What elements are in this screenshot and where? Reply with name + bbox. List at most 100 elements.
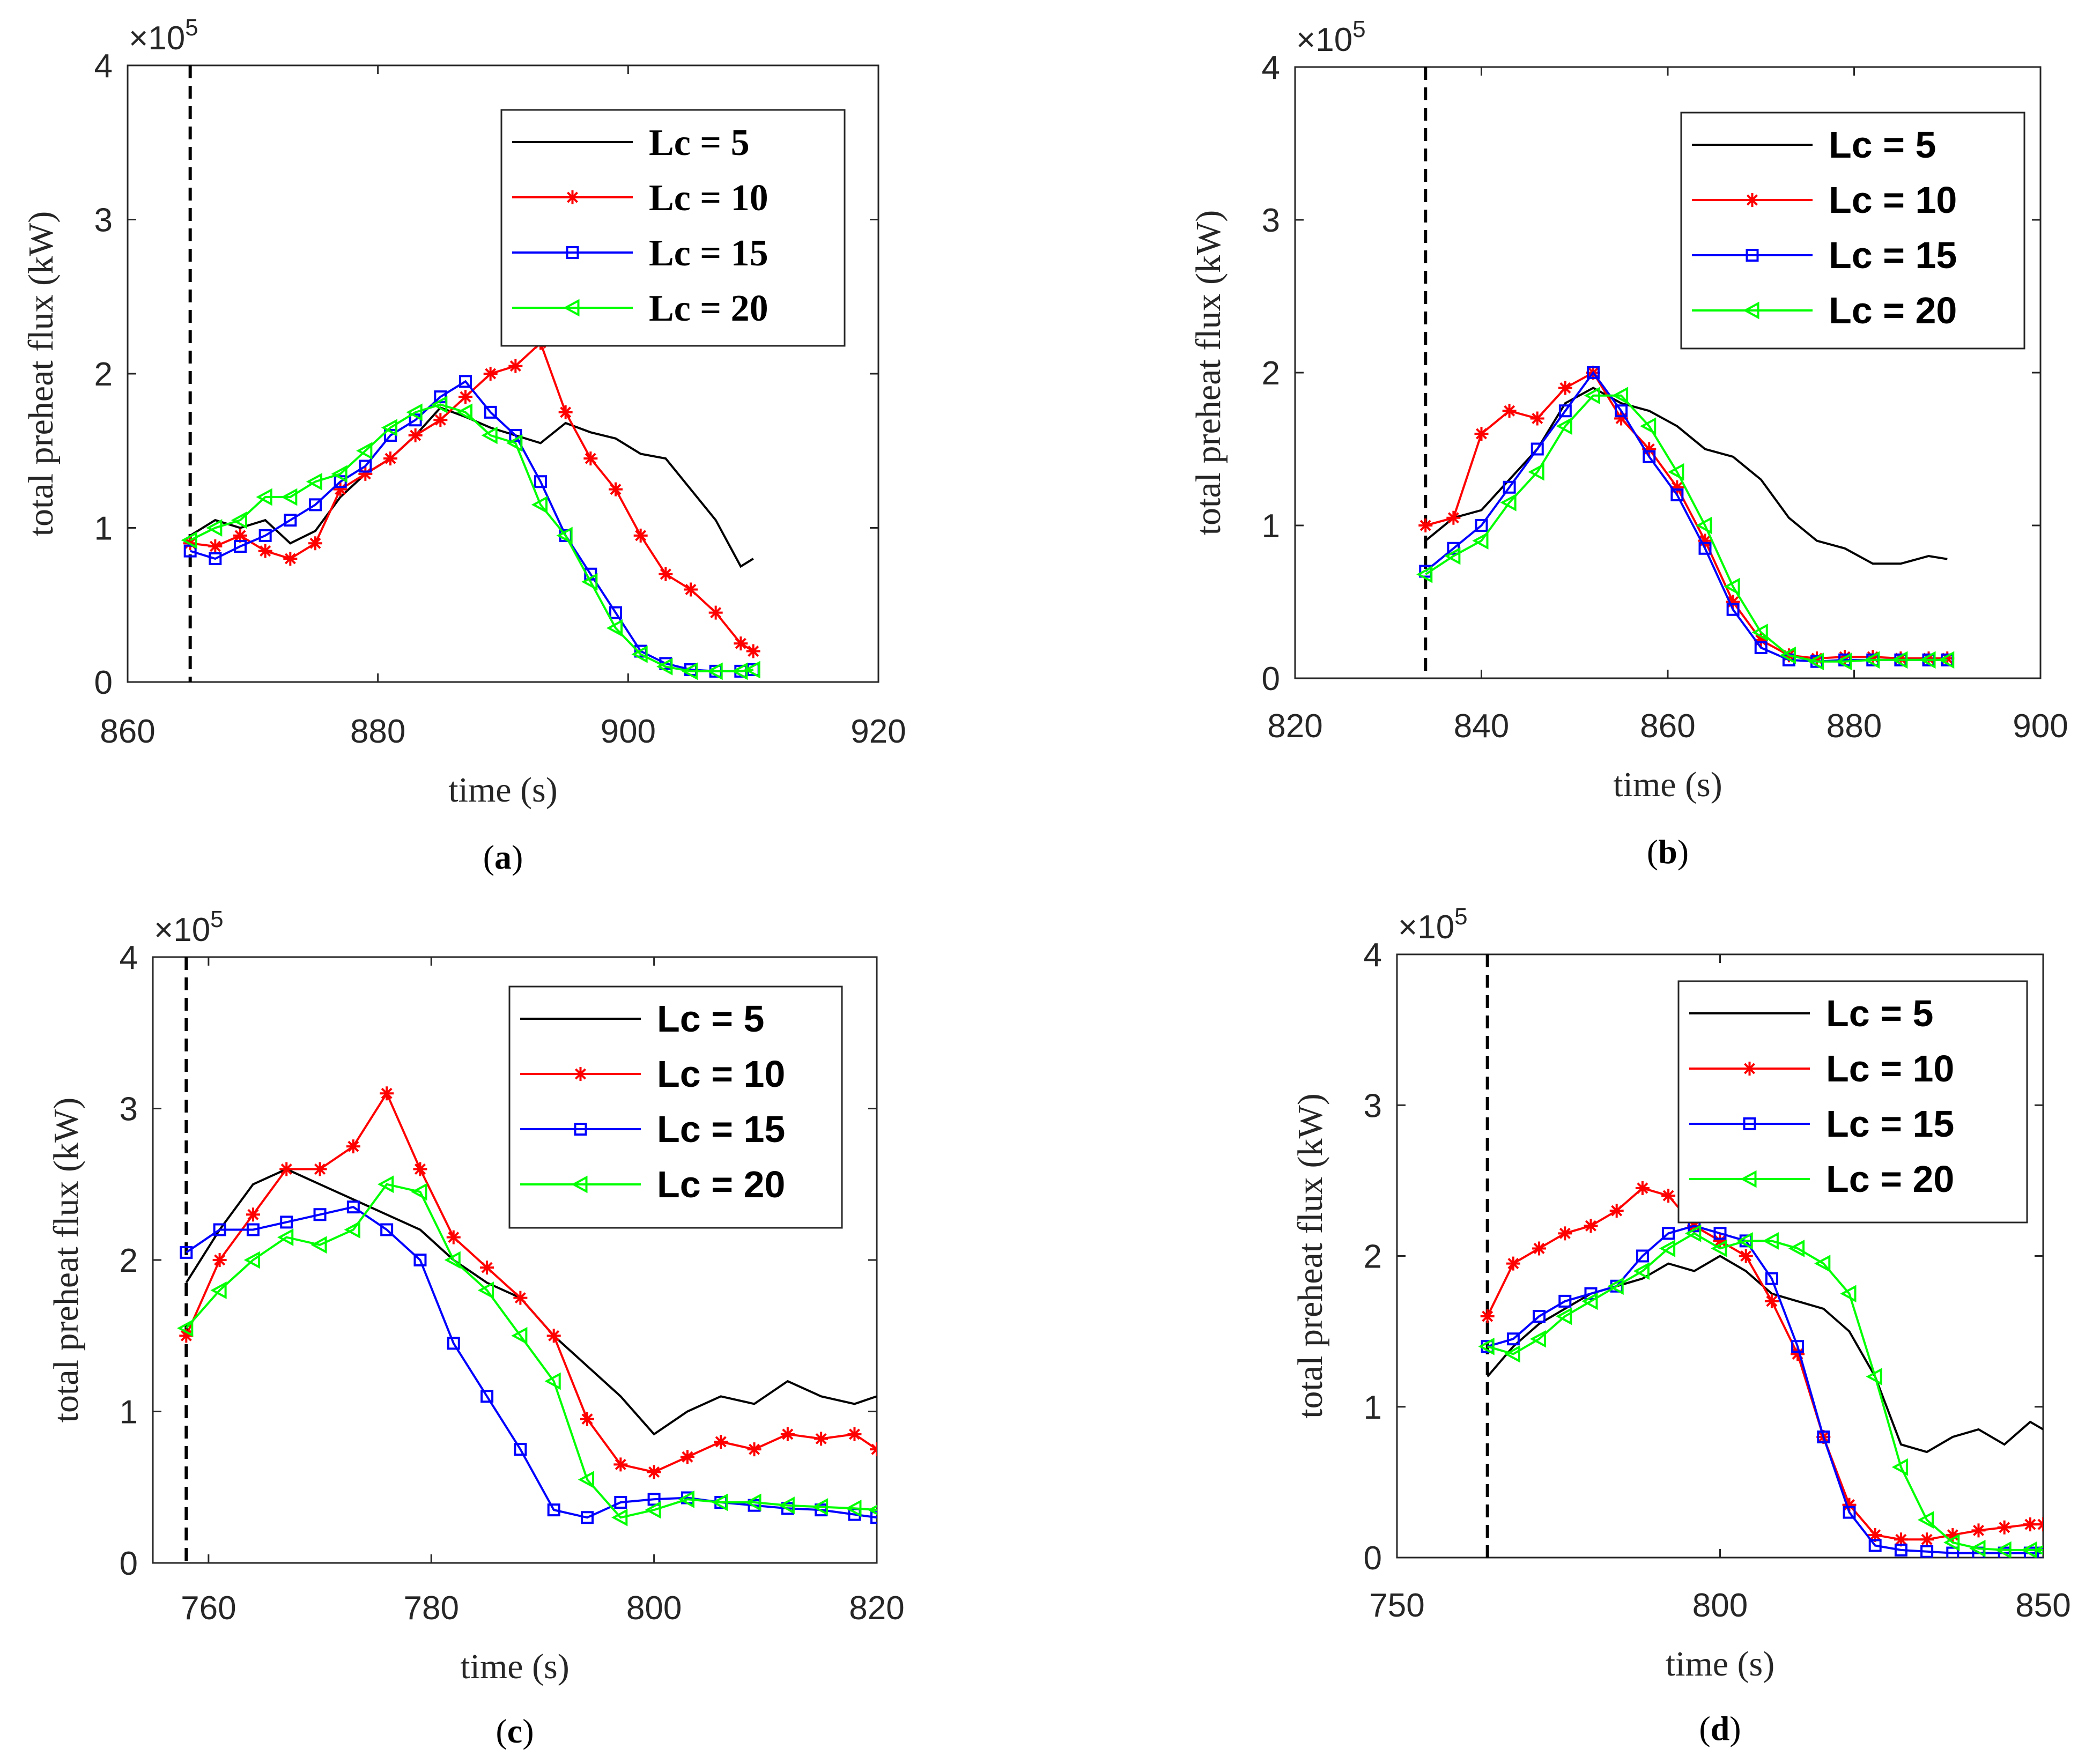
data-point	[380, 1086, 394, 1101]
data-point	[580, 1412, 594, 1426]
data-point	[413, 1254, 427, 1266]
data-point	[1791, 1347, 1805, 1361]
data-point	[1726, 595, 1740, 609]
legend-entry: Lc = 20	[1826, 1158, 1954, 1200]
panel-label-letter: d	[1711, 1709, 1730, 1747]
data-point	[558, 405, 573, 419]
legend-box	[500, 109, 846, 347]
data-point	[678, 1490, 694, 1508]
data-point	[208, 539, 223, 553]
y-tick-label: 2	[120, 1242, 138, 1279]
legend: Lc = 5 Lc = 10 Lc = 15 Lc = 20	[1680, 112, 2025, 350]
legend-entry: Lc = 20	[657, 1163, 785, 1205]
data-point	[647, 1493, 661, 1506]
legend-entry: Lc = 20	[649, 288, 768, 329]
data-point	[681, 662, 698, 680]
series-line-1	[189, 406, 754, 568]
data-point	[1754, 633, 1768, 647]
legend-marker	[1743, 1117, 1756, 1130]
data-point	[1670, 488, 1684, 501]
data-point	[1938, 651, 1955, 669]
panel-label-close: )	[522, 1712, 534, 1750]
data-point	[284, 514, 297, 527]
data-point	[358, 466, 373, 481]
legend-entry: Lc = 5	[1826, 992, 1933, 1034]
y-tick-label: 1	[1364, 1389, 1382, 1426]
y-axis-title: total preheat flux (kW)	[21, 211, 61, 537]
data-point	[1971, 1523, 1986, 1538]
data-point	[1584, 387, 1600, 405]
data-point	[346, 1139, 360, 1154]
y-tick-label: 4	[1364, 937, 1382, 974]
data-point	[381, 419, 397, 436]
data-point	[606, 619, 623, 637]
legend-marker	[563, 299, 580, 317]
data-point	[1607, 1277, 1624, 1295]
y-tick-label: 3	[94, 202, 113, 239]
data-point	[206, 519, 223, 537]
series-line-1	[1425, 387, 1948, 565]
data-point	[212, 1253, 227, 1267]
y-exponent-label: ×105	[1398, 903, 1468, 946]
data-point	[306, 472, 322, 491]
legend: Lc = 5 Lc = 10 Lc = 15 Lc = 20	[1677, 980, 2028, 1224]
data-point	[1635, 1181, 1650, 1195]
data-point	[1713, 1234, 1727, 1248]
data-point	[1917, 1511, 1934, 1529]
y-tick-label: 1	[120, 1394, 138, 1431]
data-point	[356, 442, 373, 460]
legend-marker	[574, 1123, 587, 1136]
data-point	[256, 488, 272, 506]
data-point	[1764, 1294, 1779, 1308]
legend: Lc = 5 Lc = 10 Lc = 15 Lc = 20	[508, 985, 843, 1229]
x-tick-label: 880	[1827, 708, 1882, 745]
data-point	[546, 1329, 561, 1343]
data-point	[233, 528, 247, 543]
data-point	[1640, 417, 1657, 435]
data-point	[1480, 1309, 1495, 1323]
x-tick-label: 800	[626, 1590, 682, 1627]
data-point	[1920, 1532, 1934, 1547]
legend-marker	[1743, 301, 1759, 320]
data-point	[847, 1427, 862, 1441]
data-point	[1817, 1431, 1830, 1443]
legend-box	[508, 985, 843, 1229]
data-point	[1444, 547, 1461, 565]
data-point	[1506, 1256, 1520, 1271]
data-point	[778, 1496, 795, 1515]
data-point	[680, 1450, 694, 1464]
chart-panel-c: 0 1 2 3 4 760 780 800 820 ×105 time (s) total prehe…	[47, 906, 905, 1750]
x-tick-label: 820	[1267, 708, 1322, 745]
data-point	[234, 540, 247, 553]
data-point	[506, 434, 523, 452]
chart-panel-b: 0 1 2 3 4 820 840 860 880 900 ×105 time (s) total pr…	[1189, 16, 2068, 871]
y-tick-label: 4	[120, 939, 138, 976]
data-point	[1919, 651, 1936, 669]
data-point	[1920, 1545, 1934, 1558]
data-point	[1997, 1520, 2012, 1535]
data-point	[747, 1442, 761, 1457]
data-point	[183, 544, 197, 558]
data-point	[1762, 1232, 1779, 1250]
y-exponent-power: 5	[1454, 903, 1467, 930]
data-point	[845, 1499, 862, 1517]
x-tick-label: 840	[1454, 708, 1509, 745]
data-point	[481, 426, 498, 444]
data-point	[1765, 1272, 1778, 1285]
data-point	[459, 390, 472, 404]
data-point	[1558, 1226, 1572, 1241]
series-line-3	[186, 1205, 877, 1519]
data-point	[1533, 1310, 1546, 1323]
data-point	[1840, 1285, 1857, 1303]
data-point	[1478, 1337, 1495, 1355]
x-tick-label: 760	[181, 1590, 236, 1627]
x-tick-label: 800	[1692, 1587, 1748, 1624]
legend-marker	[566, 246, 579, 259]
y-exponent-label: ×105	[1296, 16, 1366, 58]
data-point	[870, 1442, 877, 1457]
legend-entry: Lc = 15	[1829, 234, 1957, 276]
chart-panel-d: 0 1 2 3 4 750 800 850 ×105 time (s) total preheat …	[1291, 903, 2071, 1747]
y-tick-label: 1	[94, 510, 113, 547]
y-tick-label: 0	[1364, 1540, 1382, 1577]
